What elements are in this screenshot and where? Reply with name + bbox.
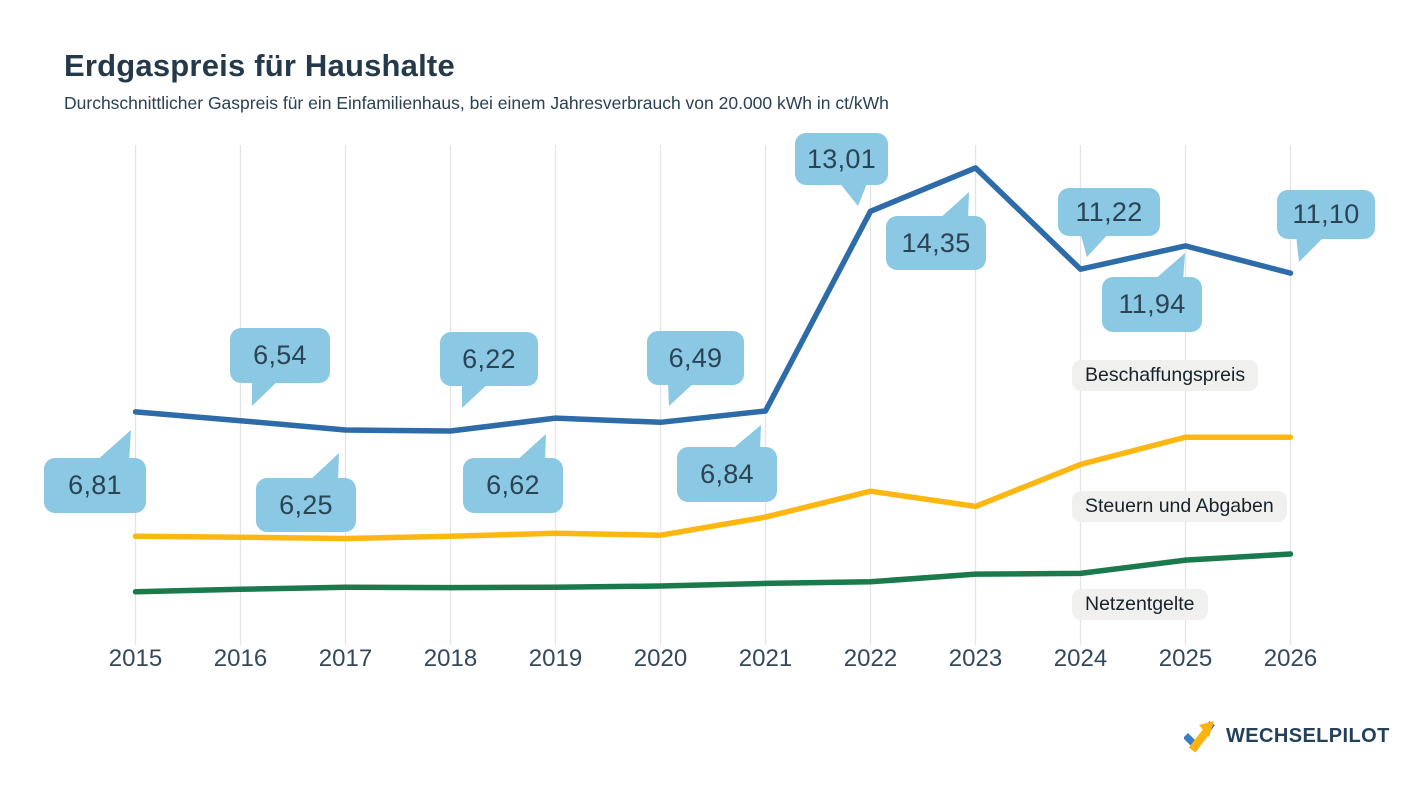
bubble-tail xyxy=(252,379,280,406)
bubble-tail xyxy=(308,453,339,482)
legend-label-steuern-und-abgaben: Steuern und Abgaben xyxy=(1072,491,1287,522)
series-line-netzentgelte xyxy=(132,551,1294,595)
legend-label-netzentgelte: Netzentgelte xyxy=(1072,589,1208,620)
data-label-bubble-2018: 6,22 xyxy=(440,332,538,386)
bubble-tail xyxy=(462,382,490,408)
series-line-beschaffungspreis xyxy=(132,165,1294,434)
data-label-bubble-2026: 11,10 xyxy=(1277,190,1375,239)
x-axis-label: 2018 xyxy=(423,645,478,672)
bubble-tail xyxy=(1080,232,1110,257)
wechselpilot-logo: WECHSELPILOT xyxy=(1184,718,1390,754)
data-label-bubble-2015: 6,81 xyxy=(44,458,146,513)
bubble-tail xyxy=(668,381,696,406)
bubble-tail xyxy=(730,425,761,451)
x-axis-label: 2016 xyxy=(213,645,268,672)
x-axis-label: 2022 xyxy=(843,645,898,672)
x-axis-label: 2023 xyxy=(948,645,1003,672)
data-label-bubble-2021: 6,84 xyxy=(677,447,777,502)
chart-title: Erdgaspreis für Haushalte xyxy=(64,48,455,83)
bubble-tail xyxy=(1296,235,1326,262)
legend-label-beschaffungspreis: Beschaffungspreis xyxy=(1072,360,1259,391)
bubble-tail xyxy=(95,430,131,462)
data-label-bubble-2025: 11,94 xyxy=(1102,277,1202,332)
data-label-bubble-2017: 6,25 xyxy=(256,478,356,532)
wechselpilot-logo-icon xyxy=(1184,721,1215,753)
series-lines xyxy=(132,165,1294,595)
x-axis-label: 2020 xyxy=(633,645,688,672)
series-line-steuern-und-abgaben xyxy=(132,434,1294,542)
bubble-tails xyxy=(95,181,1326,482)
chart-subtitle: Durchschnittlicher Gaspreis für ein Einf… xyxy=(64,93,889,113)
data-label-bubble-2020: 6,49 xyxy=(647,331,744,385)
x-axis-label: 2025 xyxy=(1158,645,1213,672)
data-label-bubble-2019: 6,62 xyxy=(463,458,563,513)
x-axis-label: 2019 xyxy=(528,645,583,672)
wechselpilot-logo-text: WECHSELPILOT xyxy=(1226,724,1390,747)
x-axis-label: 2026 xyxy=(1263,645,1318,672)
data-label-bubble-2022: 13,01 xyxy=(795,133,888,185)
bubble-tail xyxy=(1153,253,1185,281)
bubble-tail xyxy=(515,434,546,462)
x-axis-label: 2017 xyxy=(318,645,373,672)
x-axis-label: 2015 xyxy=(108,645,163,672)
x-axis-label: 2024 xyxy=(1053,645,1108,672)
data-label-bubble-2023: 14,35 xyxy=(886,216,986,270)
x-axis-label: 2021 xyxy=(738,645,793,672)
bubble-tail xyxy=(838,181,868,206)
bubble-tail xyxy=(938,192,969,220)
data-label-bubble-2016: 6,54 xyxy=(230,328,330,383)
data-label-bubble-2024: 11,22 xyxy=(1058,188,1160,236)
